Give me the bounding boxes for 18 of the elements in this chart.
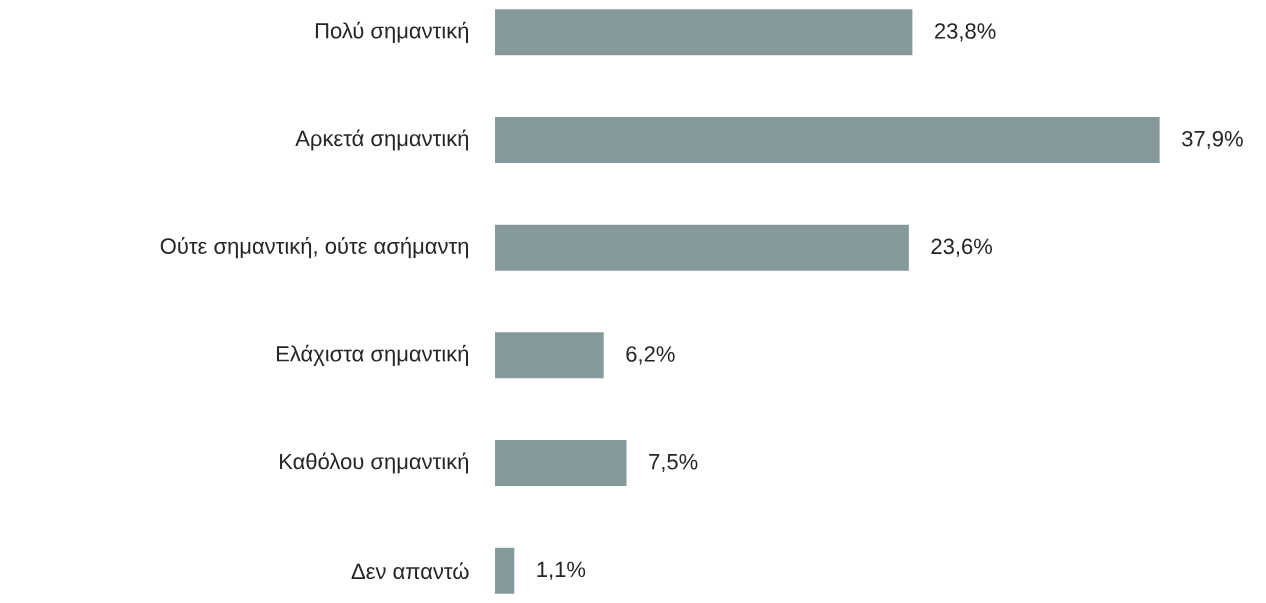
y-tick-label: Καθόλου σημαντική — [280, 452, 468, 474]
y-tick-label: Ούτε σημαντική, ούτε ασήμαντη — [160, 237, 469, 259]
bar — [495, 440, 627, 487]
data-label: 23,6% — [931, 238, 992, 257]
bar — [495, 547, 515, 594]
bar — [495, 9, 913, 56]
bar — [495, 224, 909, 271]
y-tick-label: Αρκετά σημαντική — [295, 129, 469, 151]
bar — [495, 332, 604, 379]
data-label: 1,1% — [537, 561, 586, 580]
bar — [495, 116, 1160, 163]
y-tick-label: Πολύ σημαντική — [315, 21, 468, 43]
data-label: 6,2% — [626, 346, 675, 365]
data-label: 23,8% — [935, 23, 996, 42]
y-tick-label: Ελάχιστα σημαντική — [276, 344, 468, 366]
y-tick-label: Δεν απαντώ — [351, 562, 469, 580]
data-label: 37,9% — [1182, 130, 1243, 150]
data-label: 7,5% — [649, 453, 698, 473]
